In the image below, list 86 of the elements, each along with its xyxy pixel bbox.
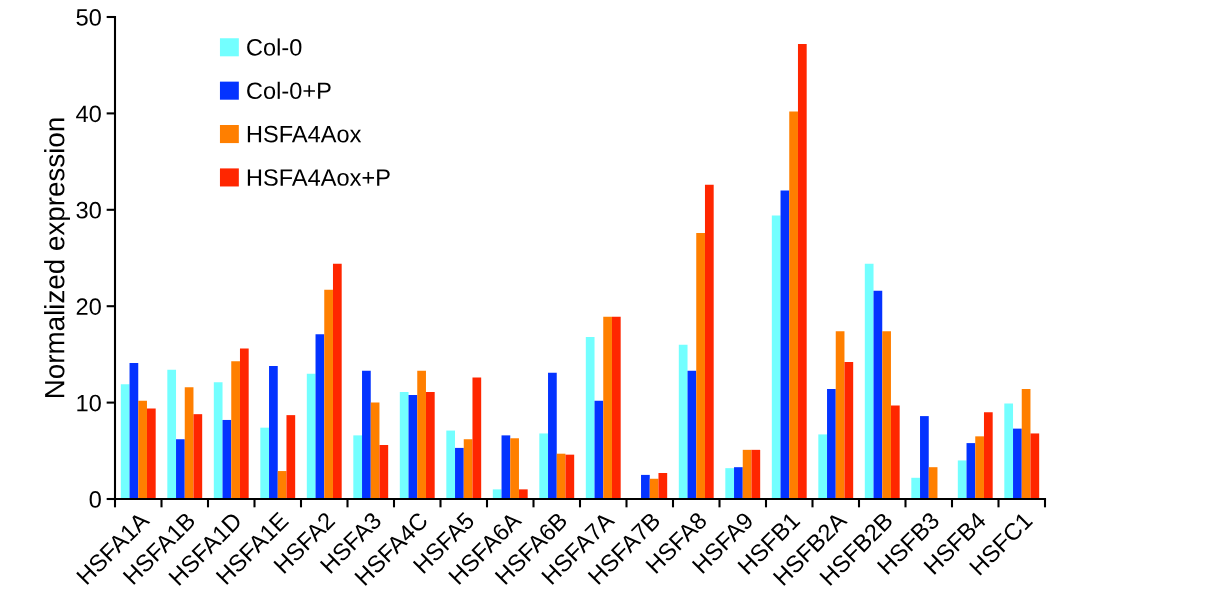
bar [129, 363, 139, 499]
bar [704, 184, 714, 499]
bar [983, 412, 993, 499]
bar [193, 414, 203, 499]
bar [492, 489, 502, 499]
bar [425, 392, 435, 499]
bar [315, 334, 325, 499]
bar [146, 408, 156, 499]
bar [120, 384, 130, 499]
bar [501, 435, 511, 499]
bar [362, 370, 371, 499]
legend-label: HSFA4Aox+P [247, 169, 390, 186]
bar [928, 467, 938, 499]
bar [539, 433, 549, 499]
bar [780, 190, 790, 499]
bar [565, 454, 575, 499]
bar [696, 232, 705, 499]
bar [751, 449, 761, 499]
bar [1030, 433, 1040, 499]
bar [1004, 403, 1014, 499]
bar [678, 344, 688, 499]
bar [417, 370, 426, 499]
bar [920, 416, 929, 499]
bar [975, 436, 984, 499]
bar [641, 474, 650, 499]
bar [269, 365, 278, 499]
bar [286, 415, 296, 499]
bar [379, 445, 389, 499]
bar [687, 370, 697, 499]
bar [213, 382, 223, 499]
bar [827, 389, 836, 499]
bar [835, 331, 845, 499]
legend-label: Col-0+P [247, 81, 331, 100]
bar [332, 263, 342, 499]
y-tick-label: 30 [76, 201, 101, 219]
bar [222, 419, 232, 499]
bar [231, 361, 240, 499]
bar [1021, 389, 1031, 499]
legend-label: Col-0 [247, 38, 302, 56]
bar [882, 331, 891, 499]
bar [324, 289, 333, 499]
bar [463, 439, 473, 499]
bar [890, 405, 900, 499]
bar [260, 427, 270, 499]
bar [966, 443, 976, 499]
bar [184, 387, 194, 499]
bar [797, 43, 807, 499]
y-tick-label: 0 [89, 491, 101, 508]
y-axis-title: Normalized expression [44, 118, 70, 397]
bar [585, 337, 595, 499]
y-tick-label: 10 [77, 394, 101, 412]
bar [167, 369, 177, 499]
bar [818, 434, 828, 499]
bar [353, 435, 363, 499]
bar [725, 468, 735, 499]
bar [742, 449, 752, 499]
bar [957, 460, 967, 499]
bar [789, 111, 798, 499]
bar [844, 362, 854, 499]
bar [611, 316, 621, 499]
y-tick-label: 40 [76, 105, 101, 123]
legend-label: HSFA4Aox [247, 125, 362, 143]
bar [864, 263, 874, 499]
bar [548, 372, 557, 499]
bar [239, 348, 249, 499]
bar [594, 400, 604, 499]
y-tick-label: 50 [76, 9, 101, 26]
bar [510, 438, 519, 499]
y-tick-label: 20 [76, 298, 101, 315]
bar [1013, 428, 1022, 499]
bar [446, 430, 456, 499]
bar [734, 467, 743, 499]
bar [138, 400, 147, 499]
bar [911, 477, 921, 499]
bar [873, 290, 883, 499]
bar [771, 215, 781, 499]
bar [408, 394, 418, 499]
bar [472, 377, 482, 499]
bar [306, 373, 316, 499]
bar [455, 447, 464, 499]
bar [603, 316, 612, 499]
bar [399, 392, 409, 499]
bar [370, 402, 380, 499]
bar [658, 472, 668, 499]
bar [518, 489, 528, 499]
bar [176, 439, 185, 499]
